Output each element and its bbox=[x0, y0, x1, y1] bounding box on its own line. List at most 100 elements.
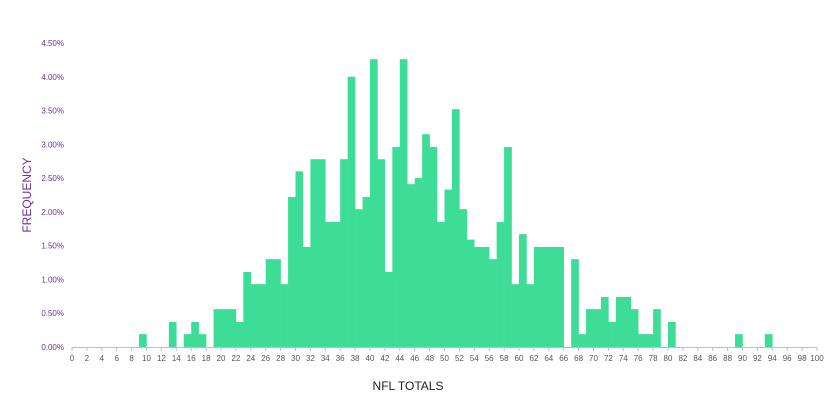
histogram-bar bbox=[265, 259, 274, 347]
histogram-bar bbox=[422, 134, 430, 347]
x-tick-label: 12 bbox=[157, 354, 166, 363]
x-tick-label: 58 bbox=[500, 354, 509, 363]
x-tick-label: 70 bbox=[589, 354, 598, 363]
histogram-bar bbox=[250, 284, 259, 347]
histogram-bar bbox=[332, 222, 341, 347]
x-tick-label: 68 bbox=[574, 354, 583, 363]
y-axis-ticks: 0.00% 0.50% 1.00% 1.50% 2.00% 2.50% 3.00% 3.50%… bbox=[41, 39, 64, 352]
y-tick-label: 4.00% bbox=[41, 73, 64, 82]
x-tick-label: 36 bbox=[336, 354, 345, 363]
x-tick-label: 10 bbox=[142, 354, 151, 363]
x-tick-label: 16 bbox=[187, 354, 196, 363]
x-tick-label: 38 bbox=[351, 354, 360, 363]
x-tick-label: 2 bbox=[85, 354, 90, 363]
histogram-bar bbox=[526, 284, 535, 347]
x-tick-label: 28 bbox=[276, 354, 285, 363]
histogram-bar bbox=[504, 147, 512, 347]
histogram-bar bbox=[668, 322, 676, 347]
histogram-bar bbox=[273, 259, 281, 347]
x-tick-label: 48 bbox=[425, 354, 434, 363]
x-tick-label: 92 bbox=[753, 354, 762, 363]
histogram-bar bbox=[653, 309, 661, 347]
x-tick-label: 74 bbox=[619, 354, 628, 363]
histogram-bar bbox=[347, 76, 356, 347]
x-tick-label: 60 bbox=[515, 354, 524, 363]
histogram-bar bbox=[541, 247, 550, 347]
x-tick-label: 96 bbox=[783, 354, 792, 363]
histogram-bar bbox=[466, 239, 475, 347]
histogram-bar bbox=[414, 178, 423, 347]
histogram-bar bbox=[392, 147, 401, 347]
x-tick-label: 66 bbox=[559, 354, 568, 363]
histogram-bar bbox=[586, 309, 594, 347]
histogram-bar bbox=[630, 309, 639, 347]
histogram-bar bbox=[533, 247, 542, 347]
histogram-bar bbox=[451, 109, 460, 347]
y-tick-label: 3.00% bbox=[41, 140, 64, 149]
histogram-bar bbox=[213, 309, 222, 347]
x-tick-label: 88 bbox=[723, 354, 732, 363]
x-tick-label: 84 bbox=[693, 354, 702, 363]
histogram-bars bbox=[139, 59, 773, 348]
histogram-bar bbox=[437, 222, 445, 347]
y-tick-label: 1.50% bbox=[41, 242, 64, 251]
histogram-bar bbox=[489, 259, 497, 347]
x-tick-label: 6 bbox=[114, 354, 119, 363]
histogram-bar bbox=[384, 272, 393, 347]
x-axis-label: NFL TOTALS bbox=[373, 379, 444, 393]
x-tick-label: 82 bbox=[678, 354, 687, 363]
x-tick-label: 0 bbox=[70, 354, 75, 363]
y-tick-label: 0.00% bbox=[41, 343, 64, 352]
histogram-bar bbox=[310, 159, 319, 347]
histogram-bar bbox=[399, 59, 408, 348]
histogram-bar bbox=[340, 159, 348, 347]
histogram-bar bbox=[593, 309, 602, 347]
histogram-bar bbox=[362, 197, 371, 347]
x-tick-label: 26 bbox=[261, 354, 270, 363]
histogram-bar bbox=[228, 309, 237, 347]
histogram-bar bbox=[638, 334, 646, 347]
x-tick-label: 52 bbox=[455, 354, 464, 363]
histogram-bar bbox=[645, 334, 654, 347]
histogram-bar bbox=[519, 234, 527, 347]
y-tick-label: 1.00% bbox=[41, 275, 64, 284]
histogram-bar bbox=[474, 247, 482, 347]
x-tick-label: 14 bbox=[172, 354, 181, 363]
histogram-bar bbox=[258, 284, 266, 347]
x-tick-label: 34 bbox=[321, 354, 330, 363]
histogram-bar bbox=[355, 209, 363, 347]
histogram-bar bbox=[139, 334, 147, 347]
x-tick-label: 64 bbox=[544, 354, 553, 363]
x-tick-label: 90 bbox=[738, 354, 747, 363]
x-tick-label: 24 bbox=[246, 354, 255, 363]
histogram-bar bbox=[608, 322, 617, 347]
y-tick-label: 4.50% bbox=[41, 39, 64, 48]
histogram-bar bbox=[221, 309, 229, 347]
histogram-bar bbox=[429, 147, 438, 347]
x-tick-label: 4 bbox=[100, 354, 105, 363]
x-tick-label: 40 bbox=[366, 354, 375, 363]
histogram-bar bbox=[444, 189, 453, 347]
histogram-bar bbox=[302, 247, 311, 347]
histogram-bar bbox=[735, 334, 743, 347]
histogram-bar bbox=[168, 322, 177, 347]
histogram-bar bbox=[623, 297, 631, 347]
x-tick-label: 22 bbox=[231, 354, 240, 363]
x-tick-label: 8 bbox=[129, 354, 134, 363]
histogram-bar bbox=[556, 247, 564, 347]
x-tick-label: 42 bbox=[380, 354, 389, 363]
x-tick-label: 18 bbox=[202, 354, 211, 363]
histogram-bar bbox=[407, 184, 415, 347]
histogram-bar bbox=[377, 159, 386, 347]
x-tick-label: 98 bbox=[798, 354, 807, 363]
histogram-bar bbox=[511, 284, 520, 347]
histogram-bar bbox=[548, 247, 557, 347]
y-tick-label: 3.50% bbox=[41, 107, 64, 116]
histogram-bar bbox=[235, 322, 244, 347]
histogram-bar bbox=[317, 159, 326, 347]
histogram-bar bbox=[183, 334, 192, 347]
x-tick-label: 72 bbox=[604, 354, 613, 363]
histogram-bar bbox=[600, 297, 609, 347]
y-tick-label: 2.00% bbox=[41, 208, 64, 217]
